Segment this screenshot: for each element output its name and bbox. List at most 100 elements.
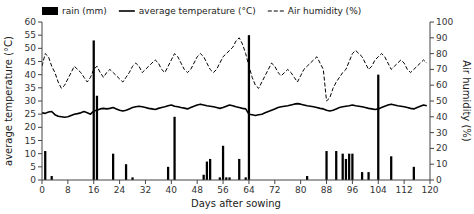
y-tick-label: 55 bbox=[25, 30, 36, 40]
x-tick-label: 96 bbox=[347, 185, 359, 195]
rain-bar bbox=[351, 154, 353, 180]
rain-bar bbox=[248, 35, 250, 180]
x-tick bbox=[248, 180, 249, 184]
x-tick-label: 112 bbox=[396, 185, 413, 195]
x-tick-label: 72 bbox=[269, 185, 280, 195]
y2-tick-label: 50 bbox=[436, 96, 448, 106]
y-tick bbox=[38, 48, 42, 49]
y-tick bbox=[38, 140, 42, 141]
rain-bar bbox=[390, 156, 392, 180]
rain-bar bbox=[203, 175, 205, 180]
y2-tick bbox=[430, 180, 434, 181]
x-tick bbox=[352, 180, 353, 184]
y-tick bbox=[38, 101, 42, 102]
y2-tick bbox=[430, 148, 434, 149]
x-tick-label: 80 bbox=[295, 185, 307, 195]
y-tick bbox=[38, 127, 42, 128]
rain-bar bbox=[209, 159, 211, 180]
plot-marks bbox=[42, 35, 427, 180]
x-tick-label: 0 bbox=[39, 185, 45, 195]
rain-bar bbox=[348, 154, 350, 180]
rain-bar bbox=[361, 172, 363, 180]
legend-label: rain (mm) bbox=[62, 6, 107, 16]
y2-tick bbox=[430, 69, 434, 70]
y-tick-label: 30 bbox=[25, 96, 37, 106]
rain-bar bbox=[112, 154, 114, 180]
x-tick-label: 32 bbox=[140, 185, 151, 195]
x-tick bbox=[223, 180, 224, 184]
y2-tick-label: 80 bbox=[436, 49, 448, 59]
legend: rain (mm) average temperature (°C) Air hum… bbox=[42, 6, 361, 16]
x-tick bbox=[145, 180, 146, 184]
y-tick-label: 5 bbox=[30, 162, 36, 172]
rain-bar bbox=[413, 167, 415, 180]
y2-tick bbox=[430, 22, 434, 23]
x-tick bbox=[171, 180, 172, 184]
y2-axis-label: Air humidity (%) bbox=[461, 60, 472, 142]
x-tick-label: 120 bbox=[421, 185, 438, 195]
y2-tick-label: 30 bbox=[436, 128, 448, 138]
x-tick-label: 40 bbox=[166, 185, 178, 195]
y-tick-label: 60 bbox=[25, 17, 37, 27]
chart: 0816243240485664728088961041121200510152… bbox=[0, 0, 474, 214]
x-tick bbox=[300, 180, 301, 184]
legend-label: average temperature (°C) bbox=[139, 6, 256, 16]
x-tick-label: 8 bbox=[65, 185, 71, 195]
rain-bar bbox=[377, 75, 379, 180]
x-tick bbox=[42, 180, 43, 184]
rain-bar bbox=[96, 96, 98, 180]
x-tick bbox=[404, 180, 405, 184]
x-tick bbox=[93, 180, 94, 184]
y2-tick bbox=[430, 164, 434, 165]
x-axis bbox=[42, 180, 430, 181]
temperature-line bbox=[42, 104, 427, 118]
x-tick-label: 64 bbox=[243, 185, 255, 195]
rain-bar bbox=[345, 159, 347, 180]
y2-tick-label: 60 bbox=[436, 80, 448, 90]
y-tick-label: 40 bbox=[25, 70, 37, 80]
x-tick bbox=[326, 180, 327, 184]
legend-item: average temperature (°C) bbox=[119, 6, 256, 16]
x-tick bbox=[274, 180, 275, 184]
y2-tick bbox=[430, 53, 434, 54]
y-tick-label: 20 bbox=[25, 122, 37, 132]
x-tick-label: 104 bbox=[370, 185, 387, 195]
y2-tick-label: 0 bbox=[436, 175, 442, 185]
legend-label: Air humidity (%) bbox=[288, 6, 361, 16]
y-tick bbox=[38, 74, 42, 75]
y2-tick-label: 40 bbox=[436, 112, 448, 122]
rain-bar bbox=[167, 167, 169, 180]
x-tick-label: 88 bbox=[321, 185, 333, 195]
y-tick-label: 45 bbox=[25, 57, 36, 67]
rain-bar bbox=[173, 117, 175, 180]
background bbox=[0, 0, 474, 214]
rain-bar bbox=[306, 176, 308, 180]
legend-swatch bbox=[119, 10, 135, 12]
x-tick bbox=[197, 180, 198, 184]
x-tick bbox=[430, 180, 431, 184]
legend-item: Air humidity (%) bbox=[268, 6, 361, 16]
y2-tick-label: 10 bbox=[436, 159, 448, 169]
rain-bar bbox=[238, 159, 240, 180]
x-tick-label: 16 bbox=[88, 185, 100, 195]
y-tick bbox=[38, 87, 42, 88]
x-tick bbox=[67, 180, 68, 184]
y-tick bbox=[38, 166, 42, 167]
y-tick bbox=[38, 114, 42, 115]
x-tick bbox=[119, 180, 120, 184]
y2-tick bbox=[430, 132, 434, 133]
y2-tick-label: 100 bbox=[436, 17, 453, 27]
rain-bar bbox=[342, 154, 344, 180]
rain-bar bbox=[222, 146, 224, 180]
x-tick bbox=[378, 180, 379, 184]
y-tick bbox=[38, 61, 42, 62]
y2-tick bbox=[430, 85, 434, 86]
x-tick-label: 24 bbox=[114, 185, 126, 195]
y2-tick-label: 20 bbox=[436, 143, 448, 153]
y-tick-label: 35 bbox=[25, 83, 36, 93]
y-tick bbox=[38, 153, 42, 154]
rain-bar bbox=[125, 164, 127, 180]
y-tick bbox=[38, 180, 42, 181]
y2-tick bbox=[430, 101, 434, 102]
legend-swatch bbox=[268, 11, 284, 12]
